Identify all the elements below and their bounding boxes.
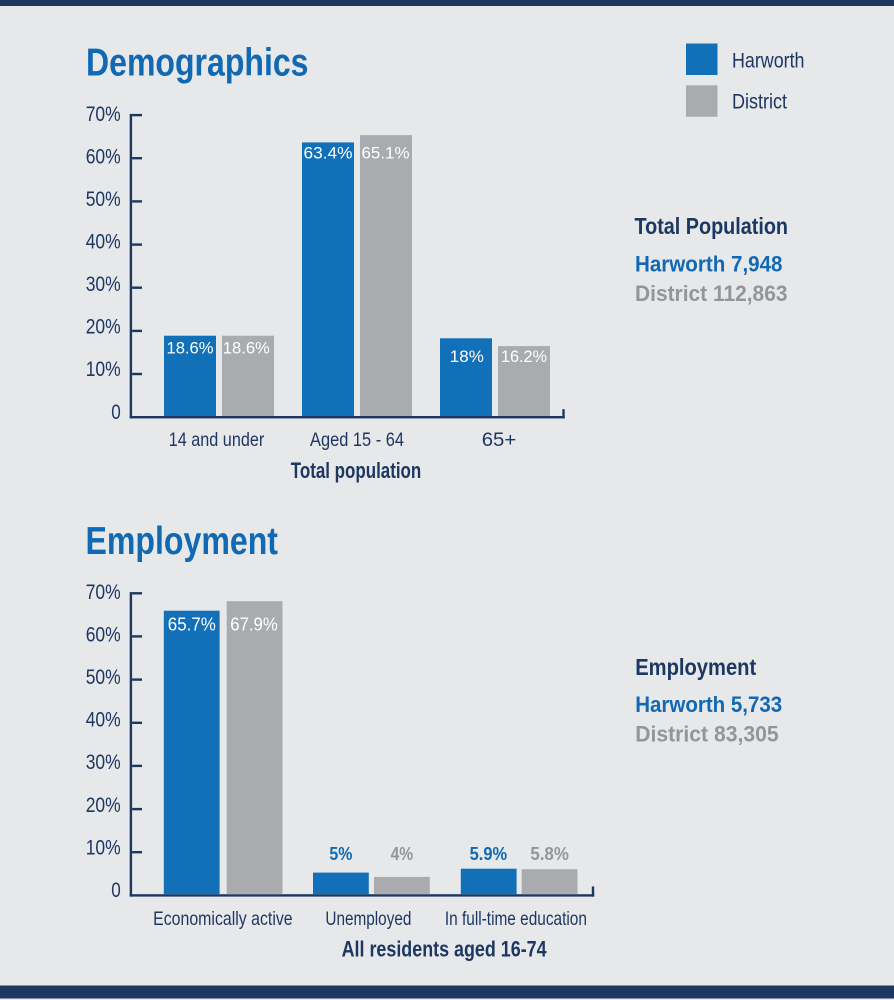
svg-text:Unemployed: Unemployed (325, 908, 411, 930)
svg-text:10%: 10% (86, 836, 121, 859)
svg-text:5%: 5% (329, 843, 352, 864)
svg-text:20%: 20% (86, 794, 121, 817)
svg-text:0: 0 (111, 879, 121, 902)
svg-text:16.2%: 16.2% (501, 347, 547, 366)
svg-text:40%: 40% (86, 709, 121, 732)
svg-text:District 83,305: District 83,305 (635, 722, 779, 747)
svg-text:70%: 70% (86, 103, 121, 126)
svg-text:63.4%: 63.4% (304, 144, 353, 163)
svg-text:Aged 15 - 64: Aged 15 - 64 (310, 429, 404, 451)
svg-text:60%: 60% (86, 145, 121, 168)
svg-text:30%: 30% (86, 751, 121, 774)
svg-text:District: District (732, 91, 787, 114)
svg-text:20%: 20% (86, 316, 121, 339)
svg-text:50%: 50% (86, 666, 121, 689)
svg-text:All residents aged 16-74: All residents aged 16-74 (342, 936, 548, 961)
svg-text:5.9%: 5.9% (470, 843, 508, 864)
svg-text:60%: 60% (86, 624, 121, 647)
svg-text:30%: 30% (86, 273, 121, 296)
svg-text:Employment: Employment (635, 654, 756, 680)
svg-text:10%: 10% (86, 358, 121, 381)
svg-text:Total Population: Total Population (635, 213, 789, 239)
svg-text:50%: 50% (86, 188, 121, 211)
svg-text:Economically active: Economically active (153, 908, 293, 930)
svg-text:Harworth 7,948: Harworth 7,948 (635, 251, 783, 276)
svg-text:Employment: Employment (86, 519, 279, 563)
svg-text:Total population: Total population (291, 458, 422, 483)
svg-text:18%: 18% (450, 347, 484, 366)
svg-text:In full-time education: In full-time education (445, 908, 587, 930)
svg-text:18.6%: 18.6% (167, 338, 214, 357)
svg-text:65+: 65+ (482, 429, 517, 451)
svg-text:18.6%: 18.6% (223, 338, 270, 357)
svg-text:Harworth: Harworth (732, 50, 805, 73)
svg-text:67.9%: 67.9% (230, 614, 278, 635)
svg-text:40%: 40% (86, 231, 121, 254)
svg-text:14 and under: 14 and under (169, 429, 265, 451)
svg-text:65.1%: 65.1% (362, 144, 410, 163)
svg-text:Demographics: Demographics (86, 41, 309, 85)
svg-text:5.8%: 5.8% (530, 843, 569, 864)
svg-text:70%: 70% (86, 581, 121, 604)
svg-text:Harworth 5,733: Harworth 5,733 (635, 692, 782, 717)
svg-text:65.7%: 65.7% (168, 614, 216, 635)
svg-text:0: 0 (111, 401, 121, 424)
svg-text:District 112,863: District 112,863 (635, 281, 788, 306)
svg-text:4%: 4% (391, 843, 414, 864)
